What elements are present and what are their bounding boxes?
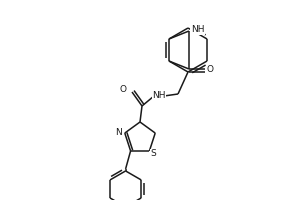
Text: NH: NH <box>152 92 166 100</box>
Text: O: O <box>207 64 214 73</box>
Text: S: S <box>150 149 156 158</box>
Text: O: O <box>120 86 127 95</box>
Text: NH: NH <box>191 25 204 34</box>
Text: N: N <box>115 128 122 137</box>
